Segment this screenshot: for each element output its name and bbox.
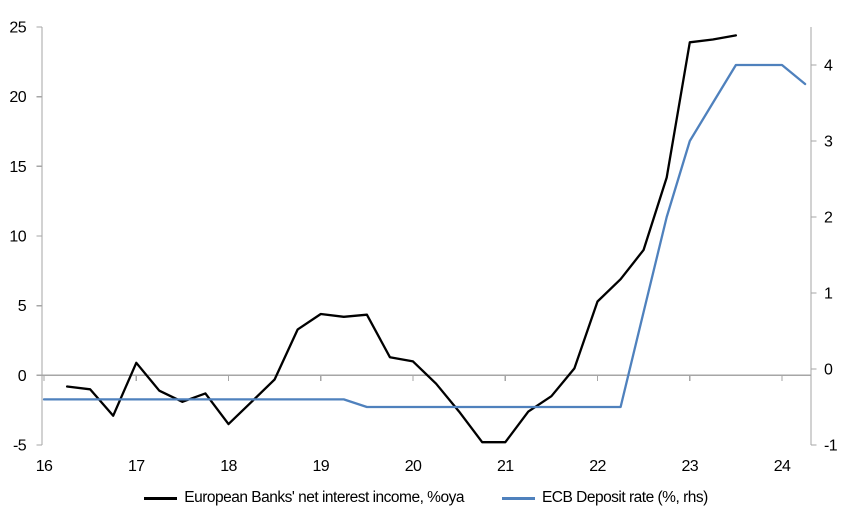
nii-legend-label: European Banks' net interest income, %oy… — [184, 489, 464, 506]
x-tick-label: 20 — [405, 458, 422, 475]
left-axis-tick-label: 20 — [9, 89, 26, 106]
x-tick-label: 24 — [774, 458, 791, 475]
ecb-line-swatch — [501, 496, 535, 500]
legend-item-net-interest-income: European Banks' net interest income, %oy… — [144, 489, 464, 507]
x-tick-label: 19 — [312, 458, 329, 475]
right-axis-tick-label: 3 — [824, 134, 833, 151]
legend-item-ecb-deposit-rate: ECB Deposit rate (%, rhs) — [501, 489, 708, 507]
ecb-legend-label: ECB Deposit rate (%, rhs) — [541, 489, 708, 506]
right-axis-tick-label: 4 — [824, 58, 833, 75]
left-axis-tick-label: 15 — [9, 159, 26, 176]
right-axis-tick-label: 1 — [824, 286, 833, 303]
ecb-deposit-rate-line — [42, 63, 807, 409]
left-axis-tick-label: 25 — [9, 20, 26, 37]
x-tick-label: 22 — [589, 458, 606, 475]
nii-line-swatch — [144, 496, 178, 500]
net-interest-income-line — [65, 34, 738, 444]
x-tick-label: 23 — [681, 458, 698, 475]
left-axis-tick-label: 10 — [9, 229, 26, 246]
left-axis-tick-label: 5 — [18, 298, 27, 315]
left-axis-tick-label: -5 — [13, 438, 27, 455]
x-tick-label: 18 — [220, 458, 237, 475]
x-tick-label: 17 — [128, 458, 145, 475]
left-axis-tick-label: 0 — [18, 368, 27, 385]
right-axis-tick-label: 2 — [824, 210, 833, 227]
right-axis-tick-label: 0 — [824, 362, 833, 379]
x-tick-label: 21 — [497, 458, 514, 475]
right-axis-tick-label: -1 — [824, 438, 838, 455]
x-tick-label: 16 — [36, 458, 53, 475]
legend: European Banks' net interest income, %oy… — [0, 489, 852, 507]
